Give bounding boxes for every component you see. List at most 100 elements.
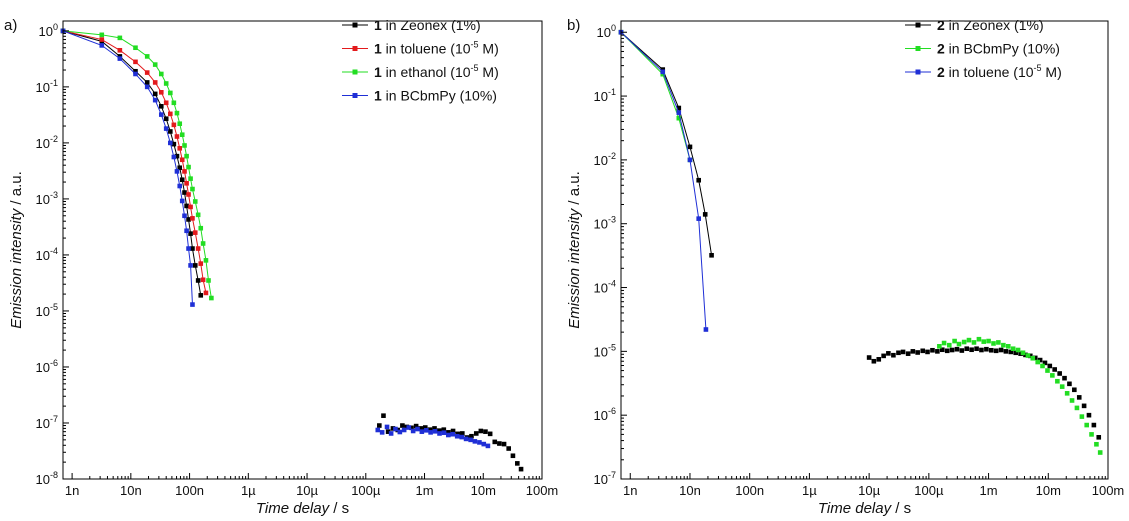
panel-a-series-0-prompt-point	[163, 116, 169, 122]
panel-a-series-3-prompt-point	[133, 71, 138, 77]
panel-a-series-3-delayed-point	[481, 441, 487, 447]
panel-b-legend-label-1: 2 in BCbmPy (10%)	[937, 41, 1060, 57]
panel-b-xlabel-unit: / s	[891, 500, 911, 517]
panel-a-series-2-prompt-point	[99, 32, 105, 38]
panel-a-legend-marker-3	[352, 93, 358, 98]
panel-b-series-0-delayed-point	[1086, 412, 1092, 418]
panel-b-series-1-delayed-point	[991, 341, 996, 346]
panel-a-series-2-prompt-point	[152, 62, 158, 67]
panel-a-series-0-delayed-point	[409, 425, 414, 431]
panel-a-series-1-prompt-point	[177, 146, 183, 151]
panel-b-series-0-delayed-point	[925, 349, 930, 355]
panel-b-series-1-delayed-point	[946, 342, 952, 348]
panel-a-series-1-prompt-point	[99, 37, 105, 42]
panel-b-ylabel-name: Emission intensity	[566, 207, 583, 329]
panel-b-series-1-delayed-point	[1079, 414, 1085, 419]
panel-b-legend: 2 in Zeonex (1%) 2 in BCbmPy (10%) 2 in to…	[905, 17, 1062, 80]
panel-a-series-0-delayed-point	[422, 425, 428, 430]
panel-a-series-2-prompt-point	[133, 45, 138, 51]
panel-a-y-tick-label-8: 10-8	[36, 470, 58, 487]
panel-a-series-3-delayed-point	[459, 434, 465, 440]
panel-b-series-0-delayed-point	[959, 348, 965, 353]
panel-b-ylabel: Emission intensity / a.u.	[566, 171, 583, 329]
panel-a-series-3-delayed-point	[437, 431, 442, 436]
panel-b-series-0-delayed-point	[1003, 349, 1009, 354]
panel-b-y-tick-label-7: 10-7	[594, 470, 616, 487]
panel-a-series-1-prompt-point	[117, 47, 123, 53]
panel-a-series-3-delayed-point	[454, 433, 460, 439]
panel-b-marks	[618, 29, 1103, 455]
panel-a-series-2-prompt-point	[163, 81, 169, 86]
panel-a-series-3-delayed-point	[468, 437, 473, 443]
panel-a-series-1-prompt-point	[133, 59, 138, 65]
panel-a-ylabel-name: Emission intensity	[8, 207, 25, 329]
panel-b-y-tick-label-6: 10-6	[594, 406, 616, 423]
panel-a-series-0-delayed-point	[492, 439, 498, 445]
panel-b-series-0-delayed-point	[1091, 422, 1097, 428]
panel-b-series-0-delayed-point	[935, 349, 940, 354]
panel-a-series-0-prompt-point	[190, 246, 195, 251]
panel-b-series-0-delayed-point	[886, 351, 891, 356]
panel-a-tag: a)	[4, 17, 17, 34]
panel-a-x-tick-label-0: 1n	[65, 483, 79, 498]
panel-a-series-3-delayed-point	[423, 428, 429, 433]
panel-a-series-2-prompt-point	[174, 110, 180, 116]
panel-a-series-0-delayed-point	[436, 428, 442, 433]
panel-a-series-0-delayed-point	[483, 429, 488, 434]
panel-b-series-1-delayed-point	[941, 340, 947, 346]
panel-b-series-1-delayed-point	[1094, 441, 1099, 447]
panel-a-series-0-delayed-point	[413, 423, 419, 429]
panel-b-x-tick-label-2: 100n	[735, 483, 764, 498]
panel-a-series-3-prompt-point	[182, 213, 187, 219]
panel-a-x-tick-label-2: 100n	[175, 483, 204, 498]
panel-b-series-1-delayed-point	[1030, 355, 1036, 361]
panel-a-series-0-prompt-point	[186, 217, 191, 222]
panel-b-series-0-delayed-point	[954, 346, 960, 352]
panel-b-series-1-delayed-point	[1050, 373, 1055, 378]
panel-a-series-3-delayed-point	[477, 440, 482, 445]
panel-a-series-1-prompt-point	[158, 90, 164, 95]
panel-b-series-0-delayed-point	[1067, 381, 1072, 387]
panel-a-xlabel: Time delay / s	[256, 500, 349, 517]
panel-b-legend-marker-1	[915, 46, 921, 51]
panel-a-series-2-prompt-point	[184, 153, 189, 159]
panel-a-series-2-prompt-point	[203, 258, 209, 263]
panel-b-x-tick-label-7: 10m	[1036, 483, 1061, 498]
panel-b-series-1-delayed-point	[1001, 342, 1006, 348]
panel-b-series-0-delayed-point	[993, 348, 999, 354]
panel-b-series-1-prompt-point	[660, 71, 666, 77]
panel-b-series-0-delayed-point	[1013, 350, 1019, 356]
panel-b-series-2-prompt-point	[696, 216, 701, 221]
panel-b-x-tick-label-6: 1m	[980, 483, 998, 498]
panel-a-series-2-prompt-point	[195, 212, 201, 218]
panel-a-series-3-delayed-point	[379, 430, 385, 435]
panel-a-series-3-delayed-point	[410, 428, 416, 434]
panel-b-series-0-delayed-point	[1023, 352, 1028, 358]
panel-b-series-1-delayed-point	[1084, 422, 1090, 428]
panel-a-series-0-delayed-point	[473, 431, 479, 436]
panel-a-series-2-prompt-point	[144, 54, 150, 59]
panel-a-series-0-delayed-point	[400, 423, 405, 428]
panel-b-series-1-delayed-point	[1035, 359, 1041, 365]
panel-b-tag: b)	[567, 17, 580, 34]
panel-b-y-tick-label-1: 10-1	[594, 87, 616, 104]
panel-a-series-1-prompt-point	[200, 277, 206, 283]
panel-a-series-3-delayed-point	[428, 430, 433, 435]
panel-a-series-0-prompt-point	[144, 80, 150, 85]
panel-b-series-1-delayed-point	[976, 336, 982, 342]
panel-a: a) 1n 10n 100n 1µ 10µ 100µ 1m 10m 100m 100 10-1 10-…	[4, 17, 558, 517]
panel-b-series-0-delayed-point	[891, 352, 896, 358]
panel-a-series-0-prompt-point	[182, 190, 187, 195]
panel-a-legend-label-1: 1 in toluene (10-5 M)	[374, 40, 499, 57]
panel-b-series-1-delayed-point	[981, 339, 987, 344]
panel-a-series-2-prompt-point	[200, 241, 206, 246]
panel-a-series-3-prompt-point	[179, 198, 185, 204]
panel-b-series-1-delayed-point	[1074, 405, 1080, 411]
panel-b-series-0-delayed-point	[1008, 349, 1014, 355]
panel-a-series-0-delayed-point	[510, 453, 516, 459]
panel-b-legend-marker-2	[915, 69, 921, 75]
panel-a-y-tick-label-4: 10-4	[36, 246, 58, 263]
panel-b-legend-marker-0	[915, 22, 921, 28]
panel-b-series-0-delayed-point	[979, 347, 984, 353]
